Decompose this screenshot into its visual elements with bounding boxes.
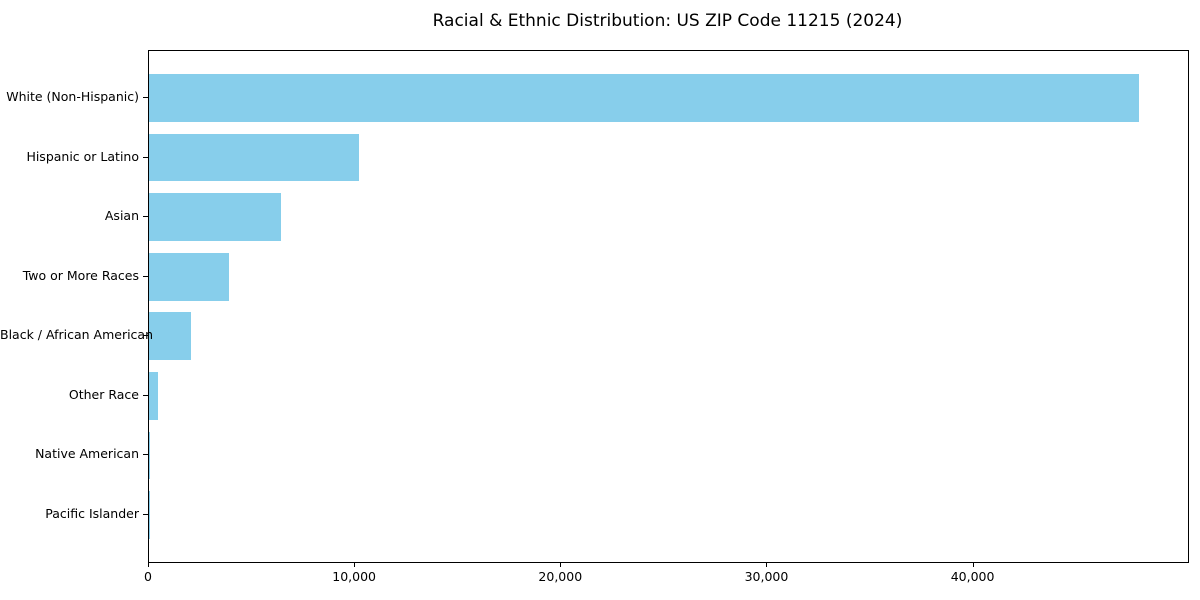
y-tick-label: Native American <box>35 446 139 462</box>
y-tick-label: Hispanic or Latino <box>26 148 139 164</box>
x-tick-label: 0 <box>144 569 152 584</box>
y-tick-label: Asian <box>104 208 139 224</box>
plot-area <box>148 50 1189 563</box>
y-tick-label: White (Non-Hispanic) <box>6 89 139 105</box>
x-tick-mark <box>560 562 561 567</box>
x-tick-mark <box>973 562 974 567</box>
x-tick-label: 10,000 <box>332 569 377 584</box>
x-tick-label: 40,000 <box>950 569 995 584</box>
bar-asian <box>149 193 281 241</box>
y-tick-mark <box>143 395 148 396</box>
bar-hispanic-or-latino <box>149 133 360 182</box>
x-tick-label: 30,000 <box>744 569 789 584</box>
y-tick-label: Other Race <box>68 386 139 402</box>
y-tick-label: Pacific Islander <box>45 505 139 521</box>
bar-black-african-american <box>149 312 192 361</box>
y-tick-mark <box>143 335 148 336</box>
bar-native-american <box>149 431 151 480</box>
y-tick-mark <box>143 514 148 515</box>
x-tick-label: 20,000 <box>538 569 583 584</box>
y-tick-label: Two or More Races <box>22 267 139 283</box>
y-tick-mark <box>143 276 148 277</box>
bar-two-or-more-races <box>149 252 230 301</box>
y-tick-mark <box>143 157 148 158</box>
bar-pacific-islander <box>149 491 150 539</box>
bar-white-non-hispanic <box>149 74 1139 122</box>
bar-other-race <box>149 372 158 420</box>
x-tick-mark <box>766 562 767 567</box>
chart-title: Racial & Ethnic Distribution: US ZIP Cod… <box>432 11 903 31</box>
x-tick-mark <box>354 562 355 567</box>
x-tick-mark <box>148 562 149 567</box>
y-tick-label: Black / African American <box>0 327 154 343</box>
y-tick-mark <box>143 216 148 217</box>
y-tick-mark <box>143 454 148 455</box>
y-tick-mark <box>143 97 148 98</box>
